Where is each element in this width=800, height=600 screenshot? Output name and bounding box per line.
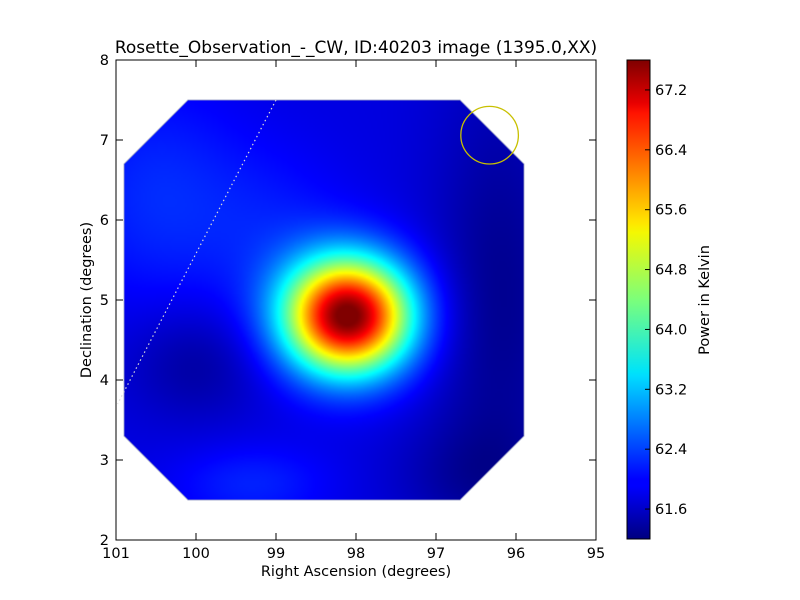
y-tick-label: 3 xyxy=(100,453,109,469)
colorbar-tick-label: 65.6 xyxy=(655,203,687,219)
colorbar-tick-label: 67.2 xyxy=(655,83,687,99)
x-tick-label: 96 xyxy=(507,546,525,562)
colorbar-tick-label: 64.0 xyxy=(655,322,687,338)
y-tick-label: 8 xyxy=(100,53,109,69)
y-tick-label: 6 xyxy=(100,213,109,229)
x-tick-label: 99 xyxy=(267,546,285,562)
y-tick-label: 4 xyxy=(100,373,109,389)
y-tick-label: 2 xyxy=(100,533,109,549)
dotted-line xyxy=(117,99,277,405)
x-tick-label: 97 xyxy=(427,546,445,562)
x-axis-label: Right Ascension (degrees) xyxy=(261,564,451,580)
x-tick-label: 100 xyxy=(182,546,210,562)
heatmap-image xyxy=(124,100,524,500)
x-tick-label: 95 xyxy=(587,546,605,562)
y-axis-label: Declination (degrees) xyxy=(79,222,95,378)
colorbar-tick-label: 62.4 xyxy=(655,442,687,458)
chart-title: Rosette_Observation_-_CW, ID:40203 image… xyxy=(115,38,597,58)
colorbar-tick-label: 64.8 xyxy=(655,263,687,279)
y-tick-label: 5 xyxy=(100,293,109,309)
colorbar-tick-label: 61.6 xyxy=(655,502,687,518)
y-tick-label: 7 xyxy=(100,133,109,149)
colorbar xyxy=(626,59,651,540)
colorbar-tick-label: 66.4 xyxy=(655,143,687,159)
field-outline xyxy=(123,99,525,501)
x-tick-label: 98 xyxy=(347,546,365,562)
colorbar-tick-label: 63.2 xyxy=(655,382,687,398)
colorbar-label: Power in Kelvin xyxy=(697,245,713,355)
x-tick-label: 101 xyxy=(102,546,130,562)
beam-circle xyxy=(460,105,520,165)
